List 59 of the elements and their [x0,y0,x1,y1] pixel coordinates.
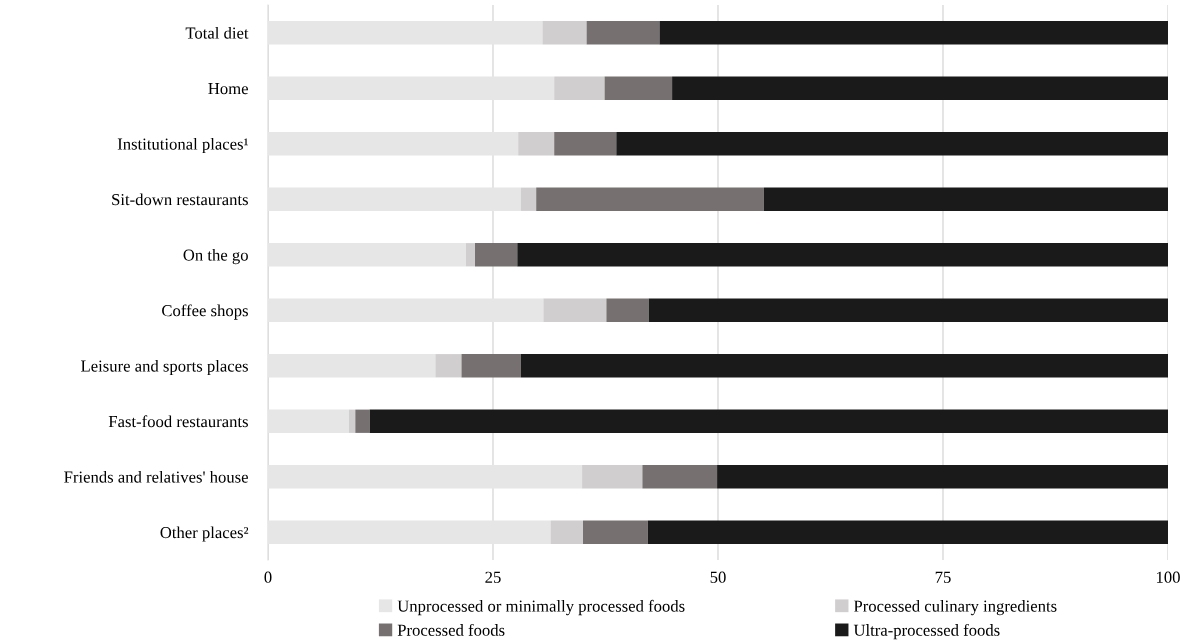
bar [475,243,518,267]
bar [517,243,1168,267]
bar [461,354,521,378]
x-tick-label: 100 [1156,571,1180,583]
bar [586,21,660,45]
bar [554,132,617,156]
bar [616,132,1168,156]
bar [268,76,555,100]
x-tick-label: 75 [935,571,951,583]
x-tick-label: 0 [264,571,272,583]
bar [268,520,551,544]
bar [268,132,519,156]
bar [536,187,764,211]
bar [672,76,1168,100]
y-tick-label: Institutional places¹ [117,137,248,154]
y-tick-label: Friends and relatives' house [64,470,248,483]
bar [550,520,583,544]
bar [648,298,1168,322]
y-tick-label: Leisure and sports places [81,359,248,376]
bar [642,465,718,489]
bar [518,132,555,156]
bar [268,187,521,211]
y-tick-label: Sit-down restaurants [112,193,248,206]
bar [647,520,1168,544]
y-tick-label: Coffee shops [162,304,248,320]
x-tick-label: 25 [485,571,501,583]
legend-label: Processed culinary ingredients [853,600,1057,616]
bar [435,354,462,378]
y-tick-label: Other places² [160,526,249,542]
bar [542,21,587,45]
bar [554,76,605,100]
bar [543,298,607,322]
bar [268,465,583,489]
legend-label: Processed foods [397,623,505,636]
bar [659,21,1168,45]
y-tick-label: On the go [183,248,248,265]
bar [763,187,1168,211]
bar [520,354,1168,378]
x-tick-label: 50 [710,571,726,583]
bar [604,76,673,100]
bar [582,465,643,489]
bar [520,187,537,211]
bar [268,243,466,267]
bar [369,409,1168,433]
bar [466,243,475,267]
y-tick-label: Home [208,83,248,95]
bar [268,21,543,45]
bar [583,520,648,544]
bar [268,354,436,378]
bar [606,298,649,322]
legend-label: Unprocessed or minimally processed foods [397,599,685,616]
y-tick-label: Total diet [185,26,249,39]
bar [268,298,544,322]
bar [717,465,1168,489]
bar [268,409,349,433]
bar [349,409,356,433]
legend-label: Ultra-processed foods [853,623,1000,640]
y-tick-label: Fast-food restaurants [108,415,248,428]
bar [355,409,370,433]
